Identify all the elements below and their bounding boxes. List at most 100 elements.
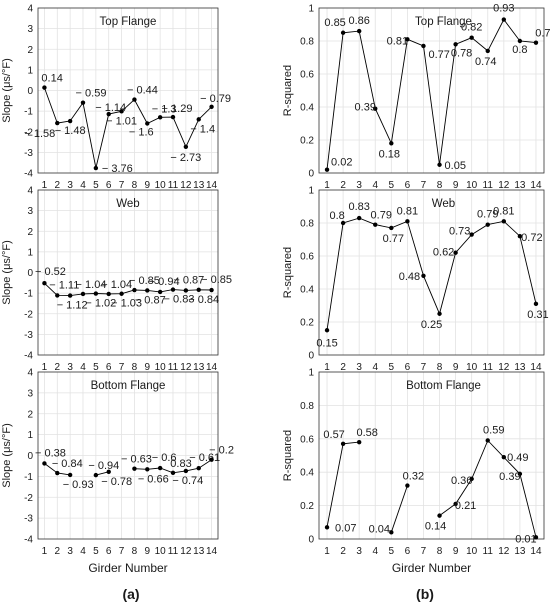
data-point <box>421 43 426 49</box>
x-tick-label: 13 <box>514 546 526 557</box>
y-tick-label: 1 <box>308 4 314 15</box>
data-point <box>324 525 330 530</box>
y-tick-label: 0.2 <box>300 136 314 147</box>
axis-frame <box>318 371 545 540</box>
x-tick-label: 4 <box>80 180 86 191</box>
x-tick-label: 3 <box>67 180 73 191</box>
series-line <box>326 18 537 170</box>
data-point <box>340 441 346 447</box>
axis-frame <box>37 189 219 356</box>
x-tick-label: 9 <box>145 180 151 191</box>
y-tick-label: 2 <box>27 45 33 56</box>
x-tick-label: 6 <box>106 180 112 191</box>
data-label: − 0.84 <box>188 294 219 306</box>
x-tick-label: 1 <box>324 180 330 191</box>
data-point <box>145 467 150 472</box>
y-tick-label: 2 <box>27 409 33 420</box>
x-tick-label: 6 <box>106 362 112 373</box>
y-axis-label: Slope (μs/°F) <box>1 423 13 488</box>
data-label: − 2.73 <box>170 152 201 164</box>
data-point <box>533 301 539 307</box>
caption-b: (b) <box>416 586 434 602</box>
x-tick-label: 9 <box>145 362 151 373</box>
data-label: 0.83 <box>348 201 369 213</box>
data-point <box>157 465 163 471</box>
x-tick-label: 2 <box>340 180 346 191</box>
y-tick-label: 0.6 <box>300 70 314 81</box>
x-tick-label: 7 <box>421 546 427 557</box>
data-label: 0.05 <box>445 160 466 172</box>
data-point <box>501 454 507 460</box>
data-point <box>485 48 490 54</box>
data-point <box>196 287 201 293</box>
y-tick-label: 0.8 <box>300 37 314 48</box>
data-label: − 1.29 <box>162 103 193 115</box>
x-tick-label: 14 <box>530 362 542 373</box>
x-tick-label: 12 <box>180 546 192 557</box>
data-point <box>55 470 60 476</box>
x-tick-label: 13 <box>514 362 526 373</box>
x-tick-label: 10 <box>466 362 478 373</box>
data-point <box>145 288 150 293</box>
data-point <box>157 115 163 120</box>
x-tick-label: 3 <box>67 362 73 373</box>
data-label: − 0.85 <box>129 275 160 287</box>
y-tick-label: 1 <box>27 430 33 441</box>
data-label: 0.8 <box>512 44 527 56</box>
y-tick-label: 0.2 <box>300 318 314 329</box>
data-point <box>324 328 330 333</box>
data-label: 0.32 <box>403 471 424 483</box>
y-tick-label: 0 <box>27 86 33 97</box>
y-tick-label: 1 <box>27 247 33 258</box>
data-point <box>485 222 490 227</box>
y-tick-label: 0.4 <box>300 285 314 296</box>
x-tick-label: 1 <box>324 546 330 557</box>
data-point <box>67 472 73 478</box>
data-point <box>405 37 410 42</box>
panel-title: Top Flange <box>415 16 472 28</box>
data-label: − 1.58 <box>24 128 55 140</box>
x-tick-label: 5 <box>93 362 99 373</box>
y-tick-label: 0.6 <box>300 434 314 445</box>
data-point <box>437 162 442 167</box>
x-tick-label: 7 <box>421 180 427 191</box>
data-label: − 0.83 <box>164 294 195 306</box>
x-tick-label: 9 <box>145 546 151 557</box>
x-tick-label: 6 <box>405 546 411 557</box>
y-tick-label: -2 <box>24 309 33 320</box>
y-tick-label: -4 <box>24 535 33 546</box>
x-tick-label: 2 <box>55 546 61 557</box>
x-tick-label: 8 <box>437 362 443 373</box>
y-tick-label: -2 <box>24 127 33 138</box>
data-label: − 0.2 <box>209 445 234 457</box>
data-point <box>421 273 426 278</box>
y-axis-label: R-squared <box>282 65 294 116</box>
data-label: 0.02 <box>331 157 352 169</box>
x-tick-label: 5 <box>93 180 99 191</box>
x-tick-label: 14 <box>206 362 218 373</box>
panel-r2-web: 00.20.40.60.811 2 3 4 5 6 7 8 9 10 11 12 13 14WebR-sq… <box>282 186 549 374</box>
data-point <box>533 40 539 45</box>
y-tick-label: 4 <box>27 4 33 15</box>
data-point <box>469 476 474 482</box>
data-label: − 1.12 <box>57 300 88 312</box>
x-tick-label: 8 <box>132 180 138 191</box>
data-label: 0.48 <box>399 271 420 283</box>
y-tick-label: 2 <box>27 227 33 238</box>
panel-title: Top Flange <box>100 16 157 28</box>
data-label: − 0.85 <box>201 274 232 286</box>
x-tick-label: 4 <box>80 546 86 557</box>
x-tick-label: 10 <box>466 546 478 557</box>
x-tick-label: 10 <box>155 180 167 191</box>
data-point <box>453 501 458 507</box>
data-point <box>93 165 99 171</box>
data-point <box>533 535 539 540</box>
data-point <box>93 472 99 478</box>
x-tick-label: 11 <box>168 180 179 191</box>
panel-title: Bottom Flange <box>91 380 166 392</box>
data-point <box>209 457 214 462</box>
y-tick-label: 0.6 <box>300 252 314 263</box>
data-point <box>132 287 137 293</box>
data-point <box>469 35 474 40</box>
